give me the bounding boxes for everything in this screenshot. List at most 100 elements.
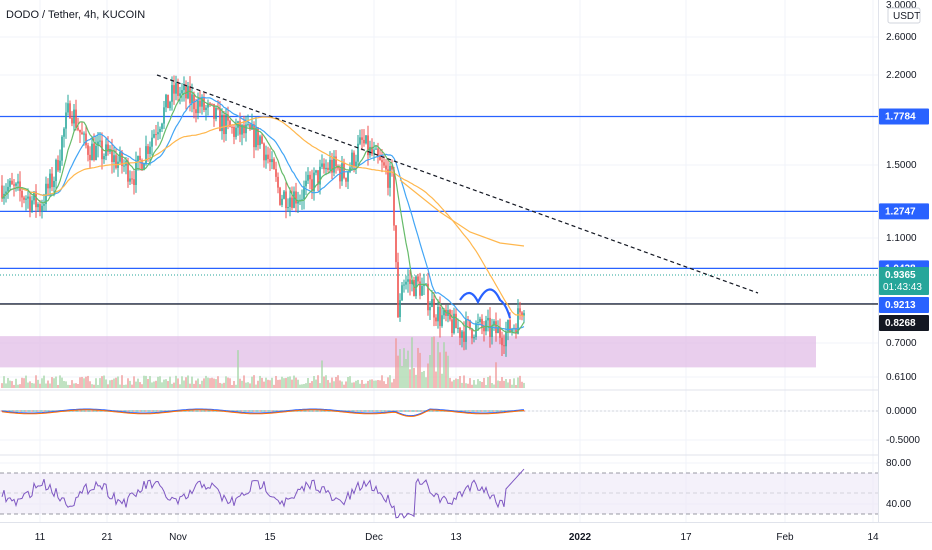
candle-body bbox=[439, 306, 441, 326]
macd-histogram-bar bbox=[423, 410, 425, 412]
volume-bar bbox=[371, 379, 373, 388]
volume-bar bbox=[303, 383, 305, 388]
candle-body bbox=[37, 204, 39, 208]
volume-bar bbox=[505, 379, 507, 388]
volume-bar bbox=[117, 376, 119, 388]
candle-body bbox=[347, 172, 349, 182]
macd-histogram-bar bbox=[43, 410, 45, 412]
volume-bar bbox=[365, 383, 367, 388]
volume-bar bbox=[385, 383, 387, 388]
current-price-label-bg bbox=[879, 267, 929, 295]
candle-body bbox=[451, 319, 453, 334]
macd-histogram-bar bbox=[245, 410, 247, 412]
candle-body bbox=[15, 183, 17, 186]
volume-bar bbox=[29, 381, 31, 388]
macd-histogram-bar bbox=[39, 410, 41, 412]
volume-bar bbox=[287, 376, 289, 388]
candle-body bbox=[155, 134, 157, 136]
volume-bar bbox=[449, 377, 451, 388]
macd-histogram-bar bbox=[79, 410, 81, 412]
macd-histogram-bar bbox=[255, 410, 257, 412]
time-tick-label: Nov bbox=[169, 532, 187, 543]
macd-histogram-bar bbox=[163, 410, 165, 412]
volume-bar bbox=[377, 380, 379, 388]
volume-bar bbox=[217, 376, 219, 388]
candle-body bbox=[311, 179, 313, 192]
volume-bar bbox=[99, 378, 101, 388]
macd-histogram-bar bbox=[491, 410, 493, 412]
volume-bar bbox=[151, 382, 153, 388]
volume-bar bbox=[345, 381, 347, 388]
volume-bar bbox=[275, 375, 277, 388]
candle-body bbox=[233, 126, 235, 137]
volume-bar bbox=[47, 380, 49, 388]
candle-body bbox=[71, 118, 73, 124]
volume-bar bbox=[441, 373, 443, 388]
volume-bar bbox=[347, 377, 349, 388]
volume-bar bbox=[241, 380, 243, 388]
candle-body bbox=[281, 198, 283, 205]
macd-histogram-bar bbox=[377, 410, 379, 412]
volume-bar bbox=[19, 384, 21, 388]
volume-bar bbox=[343, 384, 345, 388]
candle-body bbox=[57, 159, 59, 171]
candle-body bbox=[239, 121, 241, 135]
volume-bar bbox=[131, 384, 133, 388]
volume-bar bbox=[407, 350, 409, 388]
volume-bar bbox=[91, 384, 93, 388]
volume-bar bbox=[253, 375, 255, 388]
candle-body bbox=[219, 108, 221, 132]
candle-body bbox=[479, 318, 481, 323]
candle-body bbox=[137, 155, 139, 162]
volume-bar bbox=[51, 377, 53, 388]
macd-histogram-bar bbox=[23, 410, 25, 412]
candle-body bbox=[491, 325, 493, 338]
volume-bar bbox=[411, 337, 413, 388]
macd-histogram-bar bbox=[373, 410, 375, 412]
volume-bar bbox=[95, 378, 97, 388]
volume-bar bbox=[163, 379, 165, 388]
macd-histogram-bar bbox=[325, 410, 327, 412]
candle-body bbox=[63, 128, 65, 137]
moving-average-1 bbox=[1, 116, 525, 317]
volume-bar bbox=[193, 383, 195, 388]
candle-body bbox=[61, 136, 63, 161]
macd-histogram-bar bbox=[359, 410, 361, 412]
macd-histogram-bar bbox=[199, 410, 201, 412]
candle-body bbox=[85, 133, 87, 146]
macd-histogram-bar bbox=[355, 410, 357, 412]
macd-histogram-bar bbox=[121, 410, 123, 412]
volume-bar bbox=[325, 375, 327, 388]
candle-body bbox=[27, 196, 29, 199]
volume-bar bbox=[103, 375, 105, 388]
volume-bar bbox=[67, 384, 69, 388]
macd-histogram-bar bbox=[29, 410, 31, 412]
candle-body bbox=[461, 331, 463, 338]
candle-body bbox=[189, 85, 191, 104]
candle-body bbox=[227, 114, 229, 121]
volume-bar bbox=[401, 365, 403, 388]
volume-bar bbox=[415, 374, 417, 388]
candle-body bbox=[345, 177, 347, 182]
candle-body bbox=[401, 285, 403, 301]
volume-bar bbox=[229, 378, 231, 388]
candle-body bbox=[211, 103, 213, 105]
volume-bar bbox=[65, 381, 67, 388]
macd-histogram-bar bbox=[323, 410, 325, 412]
volume-bar bbox=[285, 377, 287, 388]
volume-bar bbox=[277, 379, 279, 388]
candle-body bbox=[167, 94, 169, 109]
volume-bar bbox=[259, 375, 261, 388]
macd-tick-label: -0.5000 bbox=[886, 435, 920, 446]
time-tick-label: 13 bbox=[450, 532, 462, 543]
macd-histogram-bar bbox=[405, 410, 407, 412]
candle-body bbox=[7, 186, 9, 192]
candle-body bbox=[13, 184, 15, 186]
volume-bar bbox=[197, 378, 199, 388]
volume-bar bbox=[475, 384, 477, 388]
volume-bar bbox=[33, 383, 35, 388]
candle-body bbox=[421, 286, 423, 296]
macd-histogram-bar bbox=[129, 410, 131, 412]
volume-bar bbox=[421, 371, 423, 388]
